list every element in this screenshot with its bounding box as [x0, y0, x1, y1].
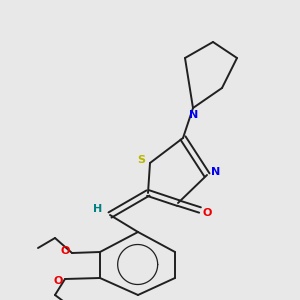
Text: N: N: [212, 167, 220, 177]
Text: O: O: [53, 276, 63, 286]
Text: O: O: [60, 246, 70, 256]
Text: O: O: [202, 208, 212, 218]
Text: N: N: [189, 110, 199, 120]
Text: H: H: [93, 204, 103, 214]
Text: S: S: [137, 155, 145, 165]
